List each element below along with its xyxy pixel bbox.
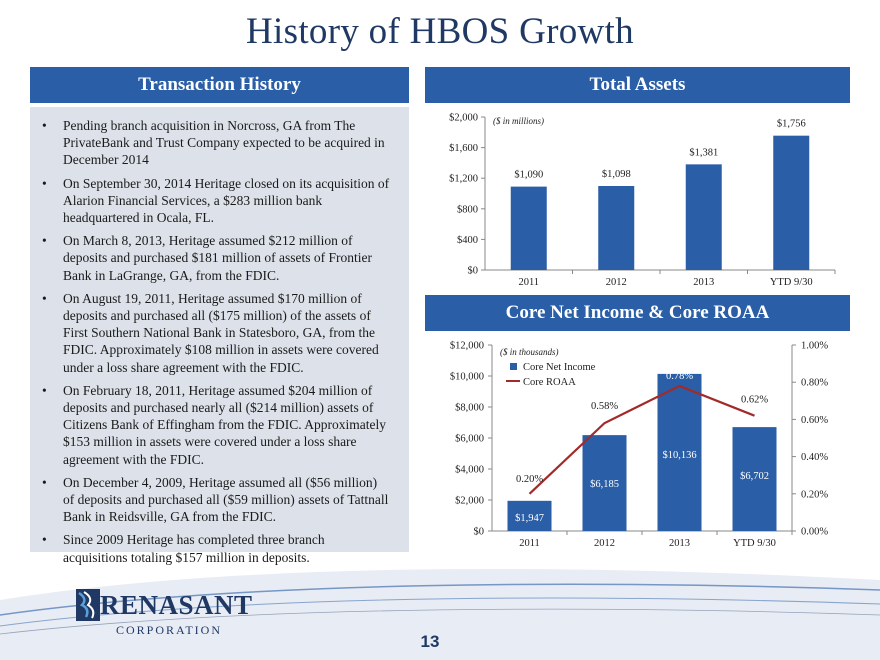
x-tick-label: 2011: [518, 277, 539, 288]
income-value-label: $6,702: [740, 471, 769, 482]
bullet-icon: •: [42, 233, 47, 249]
x-tick-label: 2012: [594, 538, 615, 549]
y-tick-label: $2,000: [449, 113, 478, 124]
transaction-item: • On August 19, 2011, Heritage assumed $1…: [42, 290, 391, 376]
roaa-value-label: 0.58%: [591, 401, 618, 412]
left-tick-label: $10,000: [450, 372, 484, 383]
y-tick-label: $1,200: [449, 174, 478, 185]
transaction-history-header: Transaction History: [30, 67, 409, 103]
legend-bar-swatch: [510, 363, 517, 370]
transaction-item: • Since 2009 Heritage has completed three…: [42, 531, 391, 565]
asset-value-label: $1,756: [777, 119, 806, 130]
chart-note: ($ in thousands): [500, 347, 559, 357]
asset-value-label: $1,090: [514, 170, 543, 181]
transaction-history-panel: • Pending branch acquisition in Norcross,…: [30, 107, 409, 565]
bullet-icon: •: [42, 290, 47, 306]
left-tick-label: $2,000: [455, 496, 484, 507]
transaction-list: • Pending branch acquisition in Norcross,…: [30, 107, 409, 566]
transaction-text: Since 2009 Heritage has completed three …: [63, 532, 325, 565]
chart-note: ($ in millions): [493, 116, 544, 126]
company-logo-subtext: CORPORATION: [116, 623, 223, 637]
right-tick-label: 0.80%: [801, 378, 828, 389]
right-tick-label: 0.60%: [801, 415, 828, 426]
income-bar: [732, 427, 777, 531]
transaction-item: • On December 4, 2009, Heritage assumed a…: [42, 474, 391, 526]
bullet-icon: •: [42, 532, 47, 548]
transaction-item: • Pending branch acquisition in Norcross,…: [42, 117, 391, 169]
asset-value-label: $1,098: [602, 169, 631, 180]
legend-line-label: Core ROAA: [523, 377, 576, 388]
x-tick-label: 2013: [669, 538, 690, 549]
core-income-chart: $0 $2,000 $4,000 $6,000 $8,000 $10,000 $12,000…: [450, 341, 829, 550]
legend-bar-label: Core Net Income: [523, 362, 596, 373]
income-bar: [582, 435, 627, 531]
left-tick-label: $8,000: [455, 403, 484, 414]
left-tick-label: $12,000: [450, 341, 484, 352]
income-bar: [657, 373, 702, 531]
right-tick-label: 0.20%: [801, 489, 828, 500]
income-value-label: $1,947: [515, 513, 544, 524]
page-number: 13: [420, 632, 440, 651]
total-assets-chart: $0 $400 $800 $1,200 $1,600 $2,000 ($ in millio…: [449, 113, 836, 288]
asset-bar: [685, 164, 722, 270]
asset-bar: [598, 186, 635, 270]
roaa-value-label: 0.78%: [666, 371, 693, 382]
y-tick-label: $1,600: [449, 143, 478, 154]
transaction-text: On August 19, 2011, Heritage assumed $17…: [63, 290, 379, 375]
roaa-line: [528, 384, 755, 495]
renasant-logo-icon: [76, 589, 100, 621]
x-tick-label: YTD 9/30: [733, 538, 776, 549]
income-value-label: $10,136: [662, 450, 696, 461]
footer-swoosh: [0, 568, 880, 660]
transaction-text: On December 4, 2009, Heritage assumed al…: [63, 474, 389, 525]
bullet-icon: •: [42, 118, 47, 133]
transaction-text: On September 30, 2014 Heritage closed on…: [63, 175, 390, 226]
left-tick-label: $0: [474, 527, 485, 538]
transaction-text: On March 8, 2013, Heritage assumed $212 …: [63, 233, 372, 283]
roaa-value-label: 0.20%: [516, 474, 543, 485]
left-tick-label: $4,000: [455, 465, 484, 476]
y-tick-label: $400: [457, 235, 478, 246]
roaa-value-label: 0.62%: [741, 395, 768, 406]
transaction-text: Pending branch acquisition in Norcross, …: [63, 118, 385, 168]
x-tick-label: YTD 9/30: [770, 277, 813, 288]
core-income-header: Core Net Income & Core ROAA: [425, 295, 850, 331]
right-tick-label: 1.00%: [801, 341, 828, 352]
x-tick-label: 2013: [693, 277, 714, 288]
bullet-icon: •: [42, 175, 47, 191]
income-bar: [507, 500, 552, 531]
left-tick-label: $6,000: [455, 434, 484, 445]
income-value-label: $6,185: [590, 479, 619, 490]
x-tick-label: 2011: [519, 538, 540, 549]
company-logo-text: RENASANT: [100, 590, 253, 620]
x-tick-label: 2012: [606, 277, 627, 288]
page-title: History of HBOS Growth: [246, 11, 634, 52]
transaction-text: On February 18, 2011, Heritage assumed $…: [63, 382, 386, 467]
right-tick-label: 0.40%: [801, 452, 828, 463]
asset-bar: [510, 186, 547, 270]
asset-bar: [773, 135, 810, 270]
total-assets-header: Total Assets: [425, 67, 850, 103]
asset-value-label: $1,381: [689, 147, 718, 158]
y-tick-label: $800: [457, 204, 478, 215]
right-tick-label: 0.00%: [801, 527, 828, 538]
bullet-icon: •: [42, 474, 47, 490]
transaction-item: • On March 8, 2013, Heritage assumed $212…: [42, 232, 391, 284]
transaction-item: • On September 30, 2014 Heritage closed o…: [42, 175, 391, 227]
y-tick-label: $0: [468, 266, 479, 277]
bullet-icon: •: [42, 382, 47, 398]
transaction-item: • On February 18, 2011, Heritage assumed …: [42, 382, 391, 468]
